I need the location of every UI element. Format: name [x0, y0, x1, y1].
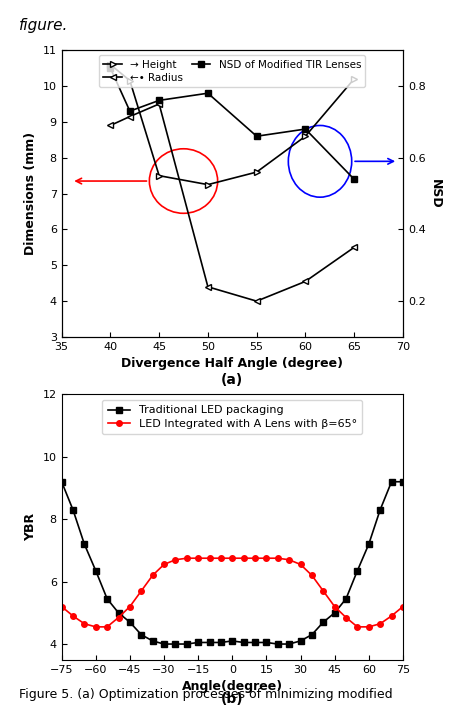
- LED Integrated with A Lens with β=65°: [82, 619, 87, 628]
- Traditional LED packaging: [298, 637, 303, 645]
- Traditional LED packaging: [252, 638, 258, 647]
- LED Integrated with A Lens with β=65°: [93, 622, 99, 631]
- LED Integrated with A Lens with β=65°: [138, 587, 144, 595]
- LED Integrated with A Lens with β=65°: [400, 602, 406, 611]
- LED Integrated with A Lens with β=65°: [309, 571, 315, 579]
- Traditional LED packaging: [332, 609, 337, 617]
- Traditional LED packaging: [286, 640, 292, 648]
- LED Integrated with A Lens with β=65°: [332, 602, 337, 611]
- LED Integrated with A Lens with β=65°: [298, 560, 303, 569]
- LED Integrated with A Lens with β=65°: [150, 571, 155, 579]
- Y-axis label: YBR: YBR: [24, 513, 37, 541]
- Traditional LED packaging: [264, 638, 269, 647]
- Line: LED Integrated with A Lens with β=65°: LED Integrated with A Lens with β=65°: [59, 556, 406, 630]
- Traditional LED packaging: [116, 609, 121, 617]
- LED Integrated with A Lens with β=65°: [161, 560, 167, 569]
- LED Integrated with A Lens with β=65°: [366, 622, 372, 631]
- LED Integrated with A Lens with β=65°: [116, 613, 121, 622]
- LED Integrated with A Lens with β=65°: [104, 622, 110, 631]
- LED Integrated with A Lens with β=65°: [286, 556, 292, 564]
- Traditional LED packaging: [195, 638, 201, 647]
- LED Integrated with A Lens with β=65°: [389, 612, 394, 620]
- Traditional LED packaging: [309, 630, 315, 639]
- LED Integrated with A Lens with β=65°: [241, 554, 246, 563]
- Text: (b): (b): [221, 693, 244, 706]
- Traditional LED packaging: [104, 594, 110, 603]
- Traditional LED packaging: [161, 640, 167, 648]
- LED Integrated with A Lens with β=65°: [343, 613, 349, 622]
- LED Integrated with A Lens with β=65°: [207, 554, 212, 563]
- Traditional LED packaging: [377, 505, 383, 514]
- LED Integrated with A Lens with β=65°: [229, 554, 235, 563]
- LED Integrated with A Lens with β=65°: [252, 554, 258, 563]
- Legend: → Height, ←• Radius, NSD of Modified TIR Lenses: → Height, ←• Radius, NSD of Modified TIR…: [99, 55, 365, 87]
- LED Integrated with A Lens with β=65°: [275, 554, 281, 563]
- Traditional LED packaging: [173, 640, 178, 648]
- Traditional LED packaging: [400, 478, 406, 486]
- LED Integrated with A Lens with β=65°: [173, 556, 178, 564]
- LED Integrated with A Lens with β=65°: [377, 619, 383, 628]
- X-axis label: Angle(degree): Angle(degree): [182, 680, 283, 693]
- Traditional LED packaging: [150, 637, 155, 645]
- Text: (a): (a): [221, 373, 243, 387]
- LED Integrated with A Lens with β=65°: [127, 602, 133, 611]
- Traditional LED packaging: [389, 478, 394, 486]
- Text: Figure 5. (a) Optimization processes of minimizing modified: Figure 5. (a) Optimization processes of …: [19, 688, 392, 701]
- Traditional LED packaging: [320, 618, 326, 627]
- Traditional LED packaging: [366, 540, 372, 549]
- Legend: Traditional LED packaging, LED Integrated with A Lens with β=65°: Traditional LED packaging, LED Integrate…: [102, 400, 363, 435]
- LED Integrated with A Lens with β=65°: [184, 554, 190, 563]
- Y-axis label: NSD: NSD: [429, 179, 442, 209]
- Y-axis label: Dimensions (mm): Dimensions (mm): [24, 132, 37, 255]
- Traditional LED packaging: [59, 478, 64, 486]
- LED Integrated with A Lens with β=65°: [320, 587, 326, 595]
- Traditional LED packaging: [184, 640, 190, 648]
- Traditional LED packaging: [93, 566, 99, 575]
- Traditional LED packaging: [82, 540, 87, 549]
- X-axis label: Divergence Half Angle (degree): Divergence Half Angle (degree): [121, 357, 343, 371]
- LED Integrated with A Lens with β=65°: [355, 622, 360, 631]
- Traditional LED packaging: [343, 594, 349, 603]
- LED Integrated with A Lens with β=65°: [195, 554, 201, 563]
- Traditional LED packaging: [70, 505, 76, 514]
- Traditional LED packaging: [127, 618, 133, 627]
- Text: figure.: figure.: [19, 18, 68, 33]
- Traditional LED packaging: [241, 638, 246, 647]
- Traditional LED packaging: [355, 566, 360, 575]
- Traditional LED packaging: [229, 637, 235, 645]
- LED Integrated with A Lens with β=65°: [218, 554, 224, 563]
- Traditional LED packaging: [207, 638, 212, 647]
- LED Integrated with A Lens with β=65°: [70, 612, 76, 620]
- Traditional LED packaging: [275, 640, 281, 648]
- Traditional LED packaging: [138, 630, 144, 639]
- LED Integrated with A Lens with β=65°: [59, 602, 64, 611]
- LED Integrated with A Lens with β=65°: [264, 554, 269, 563]
- Traditional LED packaging: [218, 638, 224, 647]
- Line: Traditional LED packaging: Traditional LED packaging: [59, 479, 406, 647]
